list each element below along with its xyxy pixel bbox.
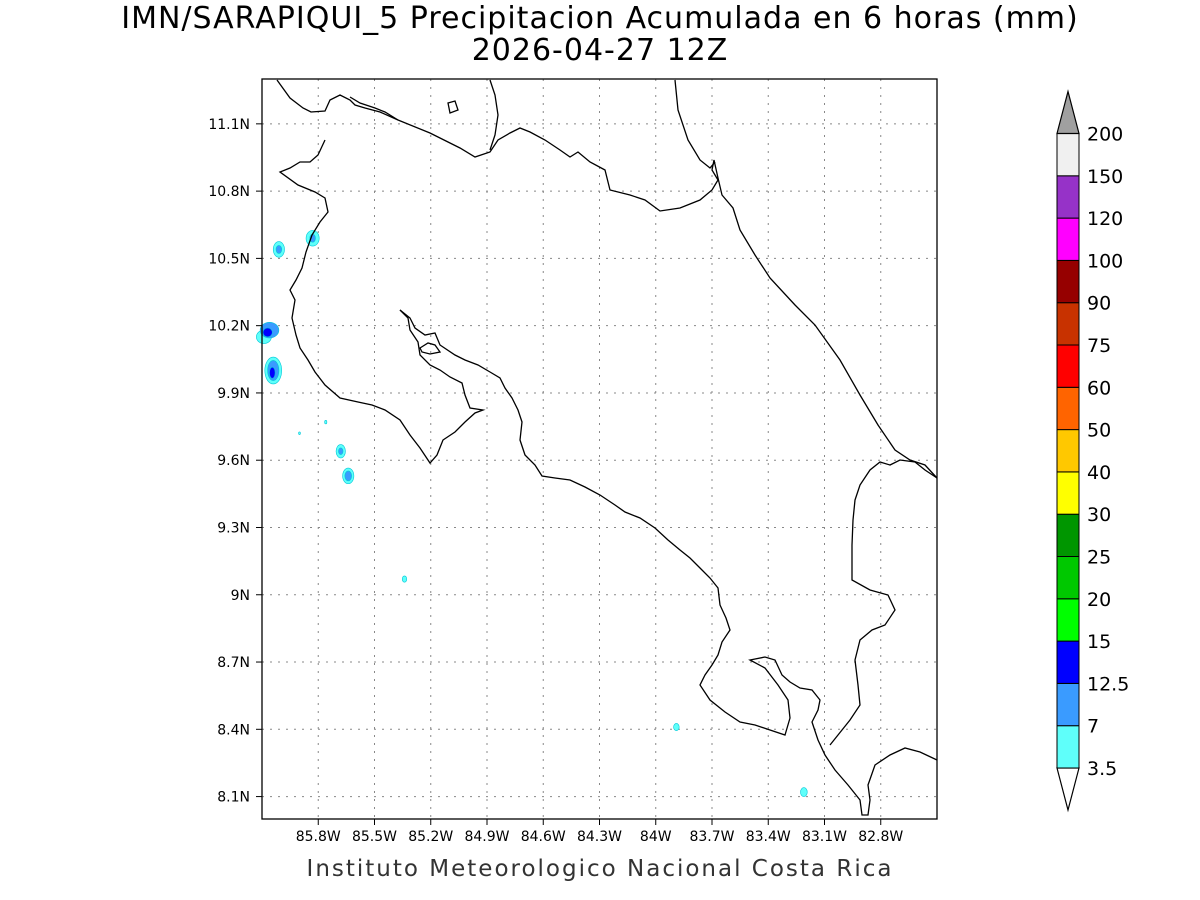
- colorbar-label: 12.5: [1087, 673, 1129, 695]
- colorbar-label: 75: [1087, 335, 1111, 357]
- map-date: 2026-04-27 12Z: [471, 33, 729, 68]
- lake-island: [447, 100, 459, 114]
- precip-cell: [338, 447, 344, 455]
- footer-credit: Instituto Meteorologico Nacional Costa R…: [306, 856, 894, 882]
- colorbar: 3.5 7 12.5 15 20 25 30 40 50 60 75 90 100 120 150 200: [1056, 89, 1129, 813]
- lat-tick-label: 9N: [231, 588, 250, 604]
- colorbar-label: 100: [1087, 250, 1123, 272]
- lake-nicaragua-shore: [349, 96, 399, 121]
- colorbar-label: 50: [1087, 420, 1111, 442]
- colorbar-segment: [1056, 259, 1080, 304]
- lat-tick-label: 9.9N: [217, 386, 250, 402]
- lat-tick-label: 9.6N: [217, 453, 250, 469]
- colorbar-segment: [1056, 175, 1080, 219]
- colorbar-label: 7: [1087, 716, 1099, 738]
- lon-tick-label: 84.9W: [464, 829, 509, 845]
- colorbar-segment: [1056, 217, 1080, 261]
- colorbar-segment: [1056, 682, 1080, 727]
- colorbar-label: 25: [1087, 547, 1111, 569]
- north-coastline: [276, 79, 938, 479]
- lat-tick-label: 10.5N: [208, 251, 250, 267]
- grid-lines: [262, 79, 937, 819]
- map-title: IMN/SARAPIQUI_5 Precipitacion Acumulada …: [121, 1, 1079, 36]
- colorbar-segment: [1056, 513, 1080, 558]
- colorbar-segment: [1056, 725, 1080, 769]
- colorbar-label: 120: [1087, 208, 1123, 230]
- lon-tick-label: 84W: [640, 829, 672, 845]
- colorbar-label: 200: [1087, 124, 1123, 146]
- colorbar-segment: [1056, 429, 1080, 473]
- colorbar-segment: [1056, 133, 1080, 177]
- precip-cell: [298, 431, 301, 435]
- colorbar-segment: [1056, 556, 1080, 600]
- lat-tick-label: 10.8N: [208, 184, 250, 200]
- colorbar-segment: [1056, 598, 1080, 642]
- lon-tick-label: 83.4W: [746, 829, 791, 845]
- axis-ticks: 11.1N 10.8N 10.5N 10.2N 9.9N 9.6N 9.3N 9N 8.7N 8.…: [208, 117, 903, 845]
- precipitation-field: [256, 230, 808, 797]
- lat-tick-label: 11.1N: [208, 117, 250, 133]
- lat-tick-label: 9.3N: [217, 520, 250, 536]
- lat-tick-label: 8.1N: [217, 790, 250, 806]
- colorbar-segment: [1056, 640, 1080, 684]
- colorbar-segment: [1056, 302, 1080, 346]
- precip-cell: [800, 787, 808, 797]
- precip-cell: [673, 723, 680, 731]
- lon-tick-label: 83.1W: [802, 829, 847, 845]
- rio-san-juan: [489, 79, 499, 151]
- lon-tick-label: 84.3W: [577, 829, 622, 845]
- colorbar-segment: [1056, 344, 1080, 388]
- lon-tick-label: 85.2W: [408, 829, 453, 845]
- north-east-coast: [674, 79, 716, 169]
- colorbar-min-triangle: [1056, 767, 1080, 813]
- lat-tick-label: 10.2N: [208, 319, 250, 335]
- lon-tick-label: 84.6W: [521, 829, 566, 845]
- colorbar-label: 15: [1087, 631, 1111, 653]
- colorbar-label: 30: [1087, 504, 1111, 526]
- colorbar-label: 150: [1087, 166, 1123, 188]
- precip-cell: [262, 327, 273, 338]
- colorbar-label: 60: [1087, 377, 1111, 399]
- lon-tick-label: 82.8W: [858, 829, 903, 845]
- colorbar-segment: [1056, 386, 1080, 431]
- colorbar-label: 90: [1087, 293, 1111, 315]
- precip-cell: [324, 419, 328, 425]
- panama-border: [829, 459, 938, 746]
- island-chira: [419, 342, 442, 355]
- lon-tick-label: 83.7W: [689, 829, 734, 845]
- lat-tick-label: 8.7N: [217, 655, 250, 671]
- precip-cell: [269, 366, 276, 379]
- precip-cell: [275, 245, 282, 254]
- colorbar-max-triangle: [1056, 89, 1080, 135]
- nicoya-gulf-coastline: [399, 309, 938, 816]
- coastline: [276, 79, 938, 816]
- colorbar-label: 20: [1087, 589, 1111, 611]
- colorbar-label: 40: [1087, 462, 1111, 484]
- precip-cell: [344, 470, 352, 482]
- lon-tick-label: 85.8W: [296, 829, 341, 845]
- colorbar-label: 3.5: [1087, 758, 1117, 780]
- colorbar-segment: [1056, 471, 1080, 515]
- lon-tick-label: 85.5W: [352, 829, 397, 845]
- precip-cell: [401, 575, 408, 583]
- west-coastline: [278, 139, 486, 465]
- lat-tick-label: 8.4N: [217, 722, 250, 738]
